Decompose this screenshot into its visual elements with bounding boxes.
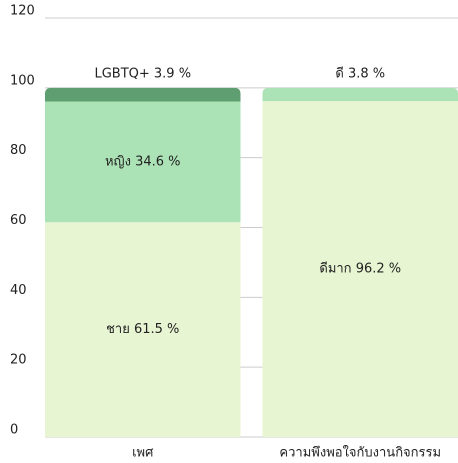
value-label: หญิง 34.6 % <box>105 154 181 169</box>
y-tick-label: 0 <box>10 423 18 438</box>
bar-segment <box>262 87 458 102</box>
y-tick-label: 120 <box>10 4 35 19</box>
value-label: ดี 3.8 % <box>335 65 385 81</box>
y-tick-label: 40 <box>10 283 27 298</box>
value-label: ดีมาก 96.2 % <box>319 261 401 277</box>
y-tick-label: 60 <box>10 213 27 228</box>
y-tick-label: 20 <box>10 353 27 368</box>
bar-segment <box>45 101 241 223</box>
x-tick-label: เพศ <box>132 446 154 461</box>
y-tick-label: 100 <box>10 73 35 88</box>
value-label: LGBTQ+ 3.9 % <box>94 66 191 81</box>
bar-segment <box>45 222 241 437</box>
bar-segment <box>45 87 241 102</box>
bar-segment <box>262 101 458 437</box>
value-label: ชาย 61.5 % <box>106 322 179 337</box>
y-tick-label: 80 <box>10 143 27 158</box>
x-tick-label: ความพึงพอใจกับงานกิจกรรม <box>279 445 441 461</box>
